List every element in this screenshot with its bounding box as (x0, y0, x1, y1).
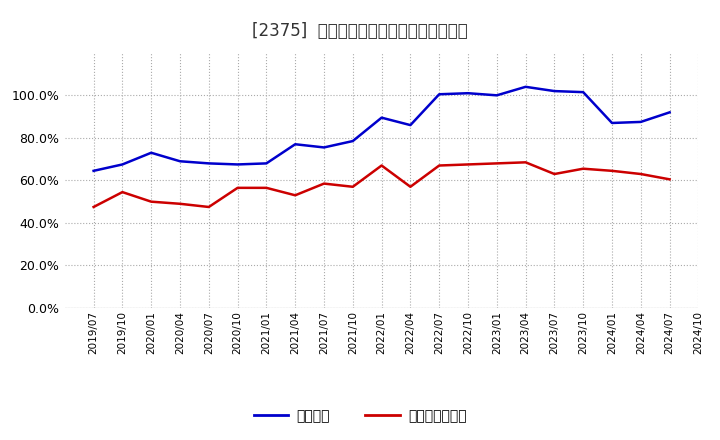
固定比率 (550, 88, 559, 94)
固定比率 (521, 84, 530, 89)
固定長期適合率 (550, 171, 559, 176)
固定比率 (233, 162, 242, 167)
固定比率 (291, 142, 300, 147)
固定長期適合率 (492, 161, 501, 166)
固定長期適合率 (579, 166, 588, 171)
固定長期適合率 (233, 185, 242, 191)
固定比率 (435, 92, 444, 97)
固定比率 (118, 162, 127, 167)
Legend: 固定比率, 固定長期適合率: 固定比率, 固定長期適合率 (248, 403, 472, 429)
固定長期適合率 (348, 184, 357, 189)
固定長期適合率 (665, 177, 674, 182)
固定長期適合率 (406, 184, 415, 189)
固定比率 (492, 93, 501, 98)
固定長期適合率 (262, 185, 271, 191)
固定長期適合率 (320, 181, 328, 186)
固定長期適合率 (377, 163, 386, 168)
固定比率 (204, 161, 213, 166)
固定長期適合率 (147, 199, 156, 204)
固定比率 (406, 122, 415, 128)
固定長期適合率 (608, 168, 616, 173)
固定比率 (608, 121, 616, 126)
固定長期適合率 (636, 171, 645, 176)
固定長期適合率 (291, 193, 300, 198)
Text: [2375]  固定比率、固定長期適合率の推移: [2375] 固定比率、固定長期適合率の推移 (252, 22, 468, 40)
固定長期適合率 (118, 190, 127, 195)
固定比率 (320, 145, 328, 150)
固定長期適合率 (521, 160, 530, 165)
固定長期適合率 (176, 201, 184, 206)
固定長期適合率 (89, 204, 98, 209)
Line: 固定長期適合率: 固定長期適合率 (94, 162, 670, 207)
固定比率 (89, 168, 98, 173)
Line: 固定比率: 固定比率 (94, 87, 670, 171)
固定比率 (176, 159, 184, 164)
固定比率 (636, 119, 645, 125)
固定比率 (377, 115, 386, 120)
固定比率 (665, 110, 674, 115)
固定比率 (262, 161, 271, 166)
固定比率 (147, 150, 156, 155)
固定比率 (348, 139, 357, 144)
固定長期適合率 (204, 204, 213, 209)
固定比率 (464, 91, 472, 96)
固定比率 (579, 89, 588, 95)
固定長期適合率 (435, 163, 444, 168)
固定長期適合率 (464, 162, 472, 167)
